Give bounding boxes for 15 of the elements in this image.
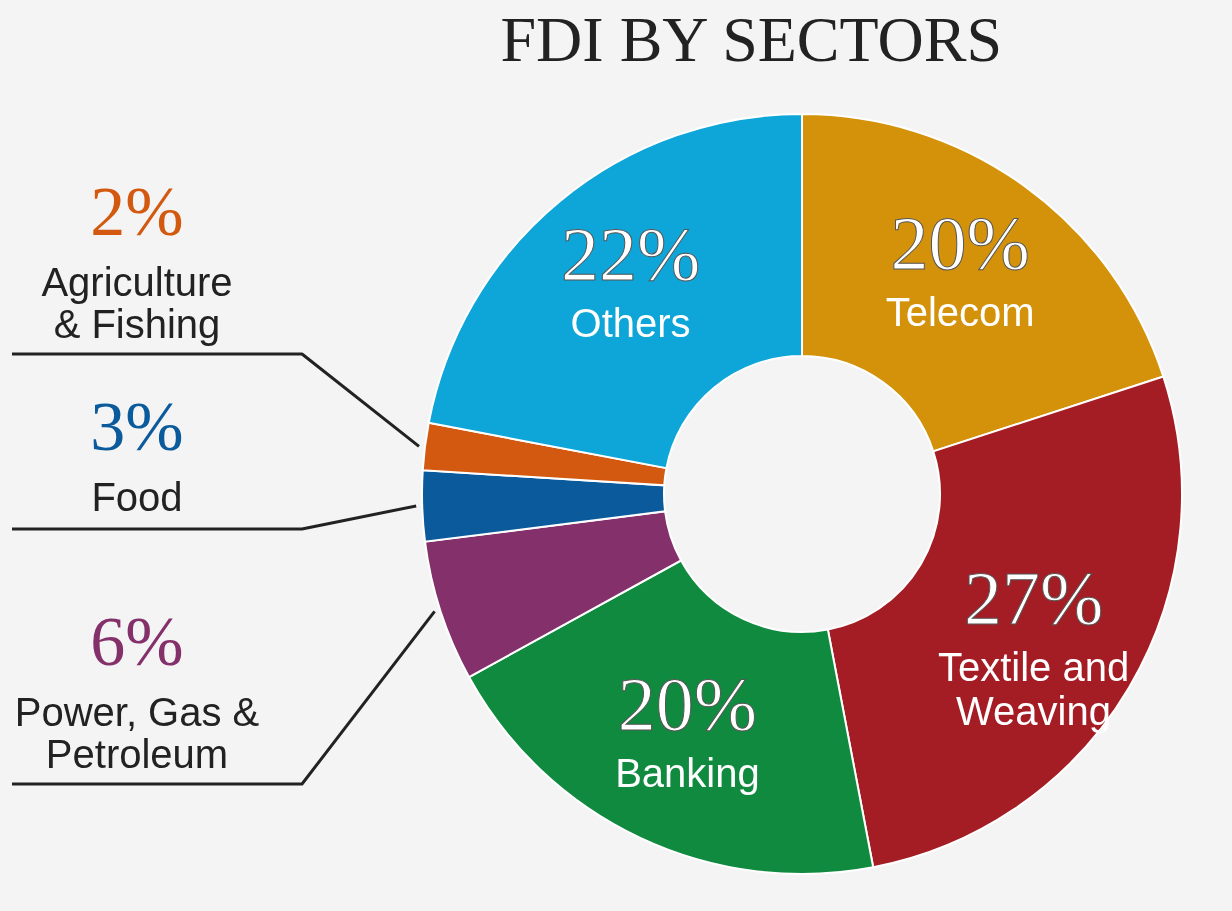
data-label: 22% [560, 211, 701, 296]
slice-label: Banking [615, 751, 760, 796]
data-label: 27% [963, 555, 1104, 640]
data-label: 3% [90, 388, 184, 465]
slice-label: Textile and Weaving [937, 644, 1130, 733]
slice-label: Agriculture & Fishing [41, 260, 233, 346]
data-label: 2% [90, 173, 184, 250]
data-label: 20% [617, 662, 758, 747]
slice-label: Power, Gas & Petroleum [14, 690, 260, 776]
data-label: 20% [890, 201, 1030, 286]
chart-title: FDI BY SECTORS [500, 4, 1002, 75]
slice-label: Others [570, 300, 691, 345]
data-label: 6% [90, 603, 184, 680]
slice-label: Telecom [885, 290, 1035, 335]
slice-label: Food [91, 475, 183, 519]
